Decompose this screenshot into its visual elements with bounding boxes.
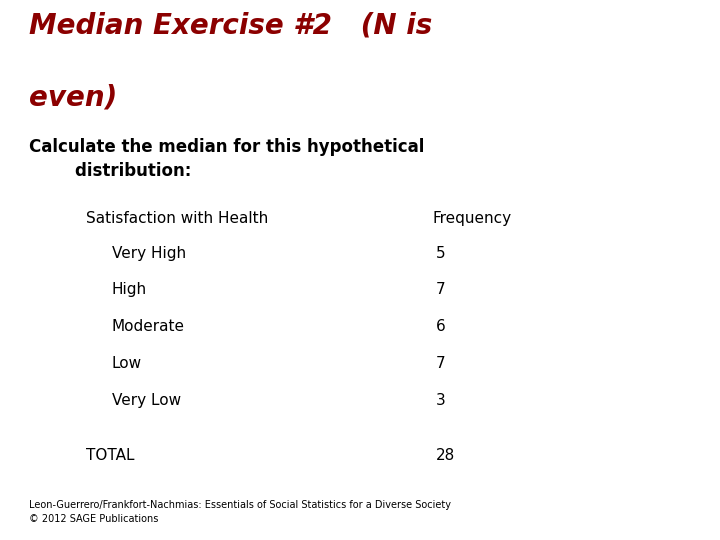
Text: Very Low: Very Low [112,393,181,408]
Text: Moderate: Moderate [112,319,184,334]
Text: TOTAL: TOTAL [86,448,135,463]
Text: Satisfaction with Health: Satisfaction with Health [86,211,269,226]
Text: Low: Low [112,356,142,371]
Text: 7: 7 [436,356,445,371]
Text: Calculate the median for this hypothetical: Calculate the median for this hypothetic… [29,138,424,156]
Text: 5: 5 [436,246,445,261]
Text: even): even) [29,84,117,112]
Text: distribution:: distribution: [29,162,192,180]
Text: Median Exercise #2   (N is: Median Exercise #2 (N is [29,12,432,40]
Text: 3: 3 [436,393,446,408]
Text: Leon-Guerrero/Frankfort-Nachmias: Essentials of Social Statistics for a Diverse : Leon-Guerrero/Frankfort-Nachmias: Essent… [29,500,451,510]
Text: Frequency: Frequency [432,211,511,226]
Text: Very High: Very High [112,246,186,261]
Text: 6: 6 [436,319,446,334]
Text: High: High [112,282,147,298]
Text: © 2012 SAGE Publications: © 2012 SAGE Publications [29,514,158,524]
Text: 7: 7 [436,282,445,298]
Text: 28: 28 [436,448,455,463]
